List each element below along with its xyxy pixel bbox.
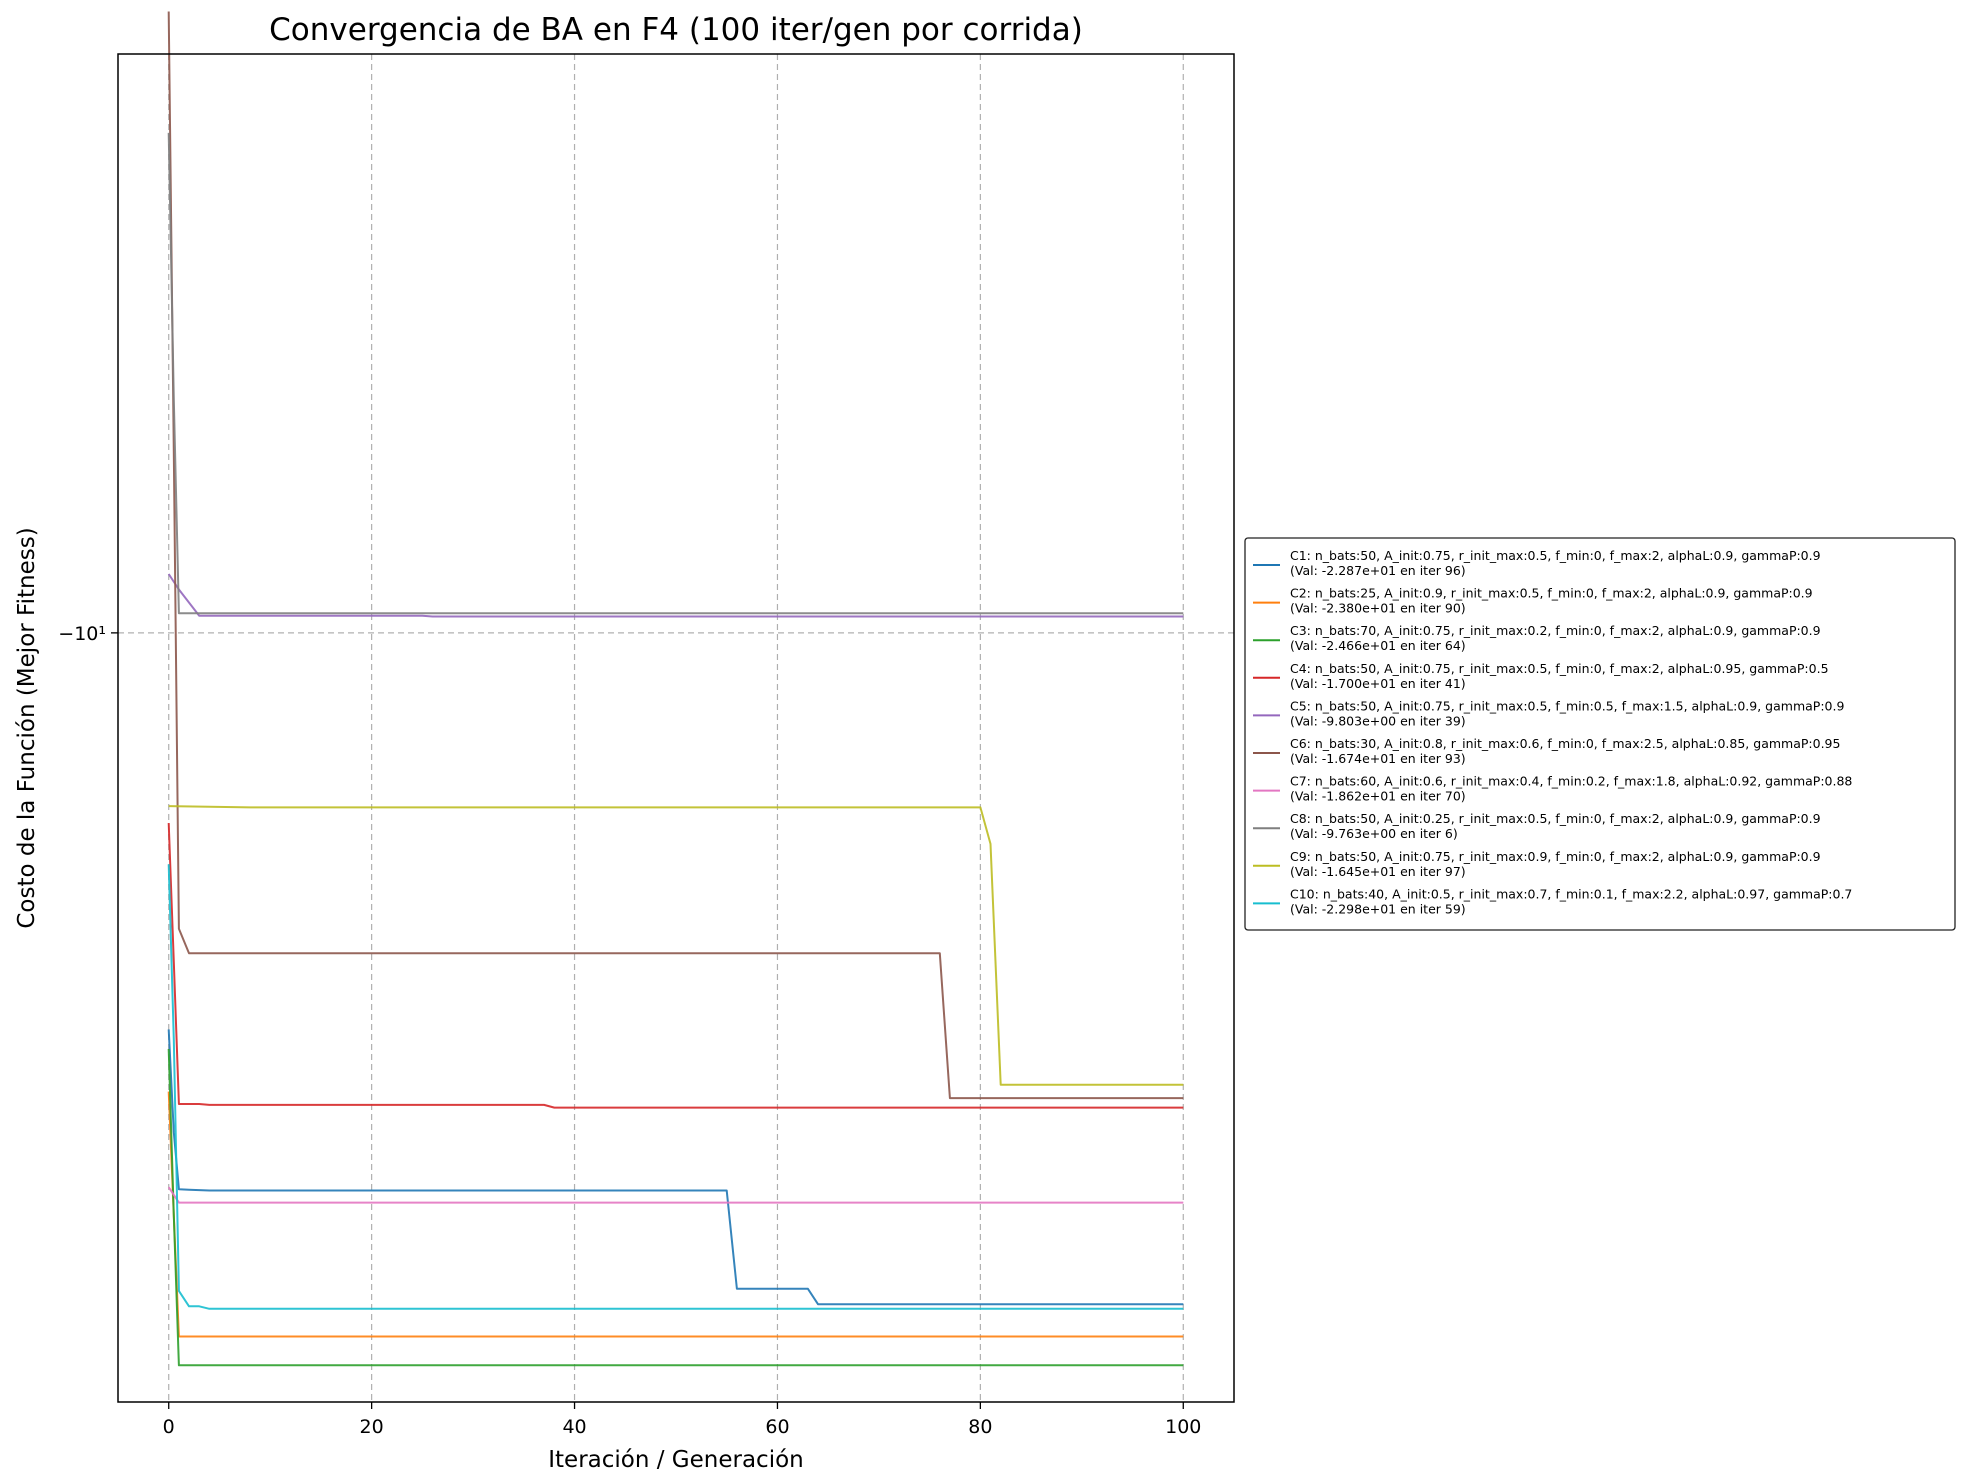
axis-ticks: 0 20 40 60 80 100 −10¹	[58, 623, 1201, 1438]
plot-area-frame	[117, 53, 1235, 1403]
series-line	[167, 132, 1184, 615]
legend-entry-label: C8: n_bats:50, A_init:0.25, r_init_max:0…	[1290, 811, 1821, 826]
x-tick-label: 60	[765, 1416, 789, 1438]
legend-box	[1244, 537, 1956, 931]
series-line	[167, 1091, 1184, 1338]
legend-entry-note: (Val: -2.298e+01 en iter 59)	[1290, 901, 1466, 916]
legend: C1: n_bats:50, A_init:0.75, r_init_max:0…	[1244, 537, 1956, 931]
legend-entry-label: C7: n_bats:60, A_init:0.6, r_init_max:0.…	[1290, 774, 1852, 789]
x-tick-label: 100	[1165, 1416, 1201, 1438]
x-tick-label: 80	[968, 1416, 992, 1438]
series-line	[167, 822, 1184, 1109]
legend-entry-label: C5: n_bats:50, A_init:0.75, r_init_max:0…	[1290, 698, 1844, 713]
legend-entry-note: (Val: -9.803e+00 en iter 39)	[1290, 713, 1466, 728]
legend-entry-label: C9: n_bats:50, A_init:0.75, r_init_max:0…	[1290, 849, 1821, 864]
x-axis-label: Iteración / Generación	[548, 1447, 804, 1473]
legend-entry-note: (Val: -1.700e+01 en iter 41)	[1290, 676, 1466, 691]
legend-entry-label: C4: n_bats:50, A_init:0.75, r_init_max:0…	[1290, 661, 1829, 676]
legend-entry-label: C2: n_bats:25, A_init:0.9, r_init_max:0.…	[1290, 586, 1813, 601]
legend-entry-label: C6: n_bats:30, A_init:0.8, r_init_max:0.…	[1290, 736, 1840, 751]
series-lines	[167, 11, 1184, 1367]
series-line	[167, 1048, 1184, 1367]
series-line	[168, 805, 1184, 1086]
legend-entry-label: C10: n_bats:40, A_init:0.5, r_init_max:0…	[1290, 886, 1852, 901]
legend-entry-note: (Val: -2.466e+01 en iter 64)	[1290, 638, 1466, 653]
grid-lines	[118, 54, 1234, 1402]
legend-entry-note: (Val: -2.380e+01 en iter 90)	[1290, 601, 1466, 616]
legend-entry-label: C3: n_bats:70, A_init:0.75, r_init_max:0…	[1290, 623, 1821, 638]
series-line	[167, 1029, 1184, 1306]
legend-entry-note: (Val: -1.674e+01 en iter 93)	[1290, 751, 1466, 766]
legend-entry-label: C1: n_bats:50, A_init:0.75, r_init_max:0…	[1290, 548, 1821, 563]
x-tick-label: 20	[360, 1416, 384, 1438]
legend-entry-note: (Val: -1.645e+01 en iter 97)	[1290, 864, 1466, 879]
legend-entry-note: (Val: -9.763e+00 en iter 6)	[1290, 826, 1458, 841]
y-tick-label: −10¹	[58, 623, 106, 645]
legend-entry-note: (Val: -1.862e+01 en iter 70)	[1290, 789, 1466, 804]
x-tick-label: 40	[562, 1416, 586, 1438]
series-line	[167, 864, 1184, 1310]
y-axis-label: Costo de la Función (Mejor Fitness)	[14, 527, 40, 928]
chart-title: Convergencia de BA en F4 (100 iter/gen p…	[269, 12, 1083, 48]
series-line	[167, 11, 1184, 1100]
legend-entry-note: (Val: -2.287e+01 en iter 96)	[1290, 563, 1466, 578]
x-tick-label: 0	[163, 1416, 175, 1438]
series-line	[167, 1186, 1184, 1204]
series-line	[167, 573, 1184, 618]
